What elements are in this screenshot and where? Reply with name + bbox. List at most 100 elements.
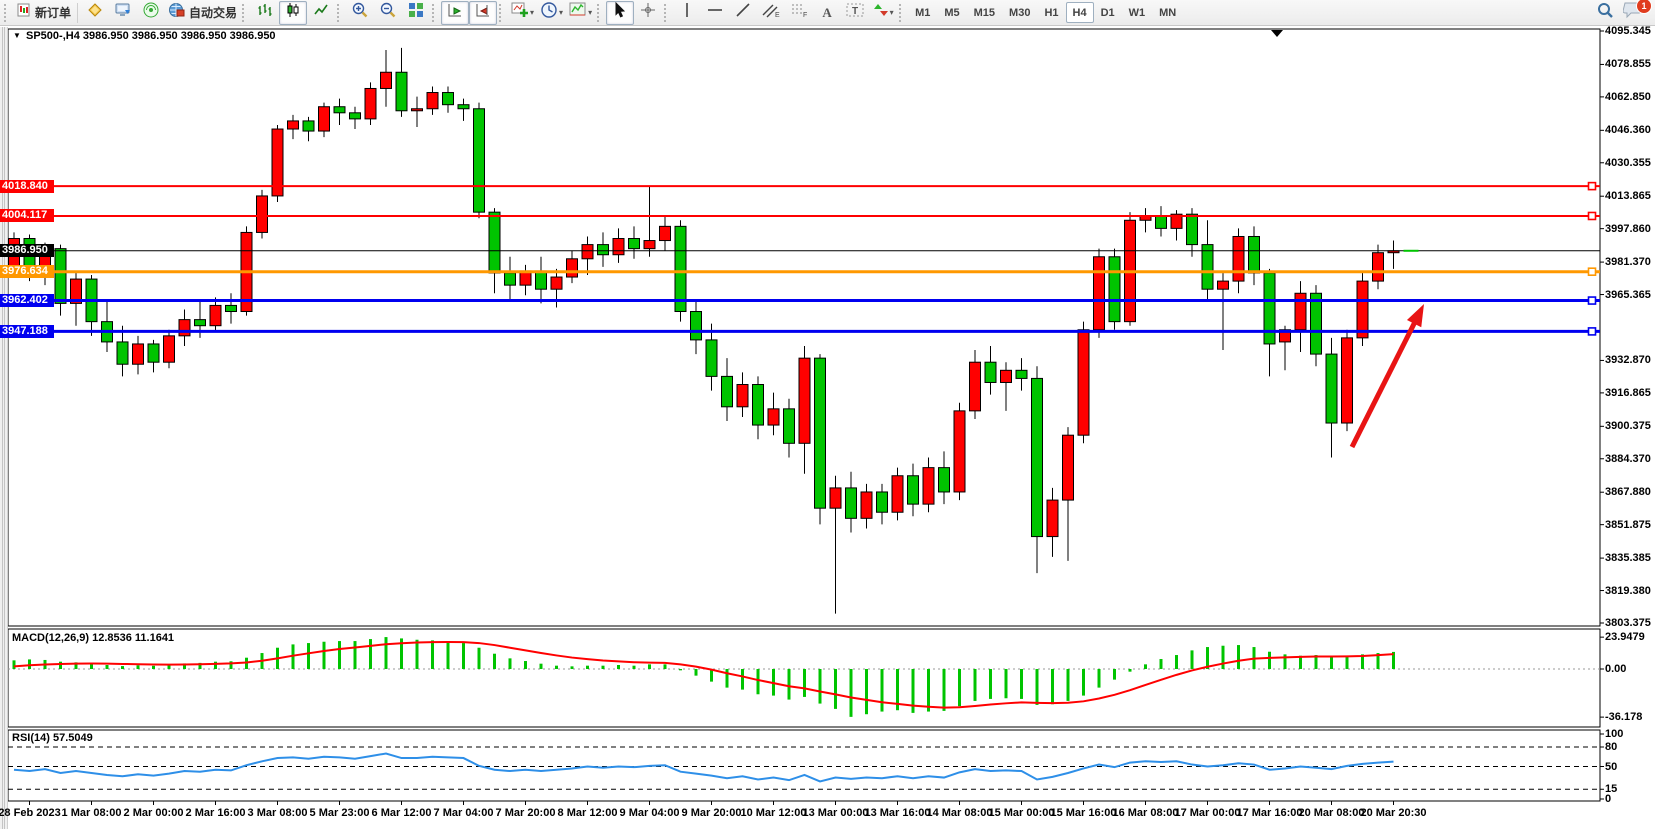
main-toolbar: 新订单 自动交易 [0,0,1655,26]
candle-down [984,361,997,383]
zoom-out-icon [379,1,397,24]
candle-down [1248,235,1260,274]
auto-scroll-button[interactable] [441,0,470,25]
arrows-dropdown-icon: ▾ [889,8,894,17]
tab-h4[interactable]: H4 [1065,2,1094,23]
indicators-button[interactable]: ▾ [508,1,537,25]
crosshair-icon [640,2,656,23]
autotrading-icon [168,1,186,24]
candle-down [1263,272,1276,345]
line-handle [1587,211,1597,221]
candle-down [225,304,237,313]
trendline-icon [735,2,751,23]
candle-up [550,276,563,290]
chart-shift-icon [475,2,491,23]
equidistant-channel-button[interactable]: E [757,1,785,25]
candlestick-chart-icon [285,2,301,23]
bar-chart-icon [257,2,273,23]
candle-up [1372,252,1384,282]
templates-dropdown-icon: ▾ [588,8,593,17]
templates-button[interactable]: ▾ [566,1,595,25]
gold-button[interactable] [81,1,109,25]
tile-windows-button[interactable] [402,1,430,25]
signal-button[interactable] [137,1,165,25]
crosshair-button[interactable] [634,1,662,25]
candle-up [411,108,423,112]
new-order-button[interactable]: 新订单 [13,1,74,25]
tab-h1[interactable]: H1 [1044,6,1059,19]
candle-down [674,225,687,313]
tab-w1[interactable]: W1 [1128,6,1146,19]
line-handle [12,181,22,191]
text-button[interactable]: A [813,1,841,25]
chart-shift-button[interactable] [469,0,498,25]
zoom-out-button[interactable] [374,1,402,25]
tab-m30[interactable]: M30 [1009,6,1031,19]
candle-up [1170,213,1183,229]
candle-down [535,270,547,290]
candle-down [54,248,67,304]
arrows-button[interactable]: ▾ [869,1,897,25]
candle-up [364,87,377,120]
candle-up [1062,434,1074,501]
text-label-icon: T [846,2,864,23]
tab-m1[interactable]: M1 [915,6,931,19]
chat-button[interactable]: 1 [1619,0,1652,25]
vertical-line-button[interactable] [673,1,701,25]
zoom-in-button[interactable] [346,1,374,25]
candle-down [395,71,408,112]
toolbar-grip [4,3,11,22]
svg-text:F: F [803,12,807,18]
candle-down [457,104,470,110]
candle-up [318,106,330,132]
line-chart-icon [313,2,329,23]
candle-down [1155,215,1167,229]
annotation-arrow[interactable] [1349,317,1420,449]
tile-windows-icon [408,2,424,23]
indicators-dropdown-icon: ▾ [530,8,535,17]
search-button[interactable] [1591,1,1619,25]
candlestick-chart-button[interactable] [279,0,308,25]
periods-dropdown-icon: ▾ [559,8,564,17]
candle-down [1325,353,1338,424]
zoom-in-icon [351,1,369,24]
candle-down [721,375,733,408]
bar-chart-button[interactable] [251,1,279,25]
text-label-button[interactable]: T [841,1,869,25]
candle-up [829,487,842,509]
cursor-button[interactable] [606,0,635,25]
candle-down [876,491,888,513]
cursor-icon [612,1,628,23]
tab-mn[interactable]: MN [1159,6,1177,19]
candle-down [1015,369,1028,379]
tab-m5[interactable]: M5 [944,6,960,19]
candle-down [473,108,485,213]
rsi-line [13,752,1394,783]
tab-m15[interactable]: M15 [973,6,996,19]
candle-down [349,112,361,120]
line-handle [12,296,22,305]
line-chart-button[interactable] [307,1,335,25]
trendline-button[interactable] [729,1,757,25]
autotrading-button[interactable]: 自动交易 [165,1,240,25]
tab-d1[interactable]: D1 [1100,6,1115,19]
periods-button[interactable]: ▾ [537,1,566,25]
candle-up [1341,337,1353,424]
line-handle [1587,296,1597,305]
candle-up [643,240,656,250]
candle-up [178,319,191,337]
horizontal-line-button[interactable] [701,1,729,25]
main-price-pane [7,28,1601,627]
candle-up [798,357,811,444]
candle-down [845,487,857,519]
candle-down [488,211,501,274]
candle-down [1310,292,1322,355]
candle-up [287,120,299,130]
vertical-line-icon [680,2,694,23]
chart-window-edge [0,27,8,829]
candle-down [690,311,702,341]
templates-icon [569,1,587,24]
terminal-button[interactable] [109,1,137,25]
fibonacci-button[interactable]: F [785,1,813,25]
